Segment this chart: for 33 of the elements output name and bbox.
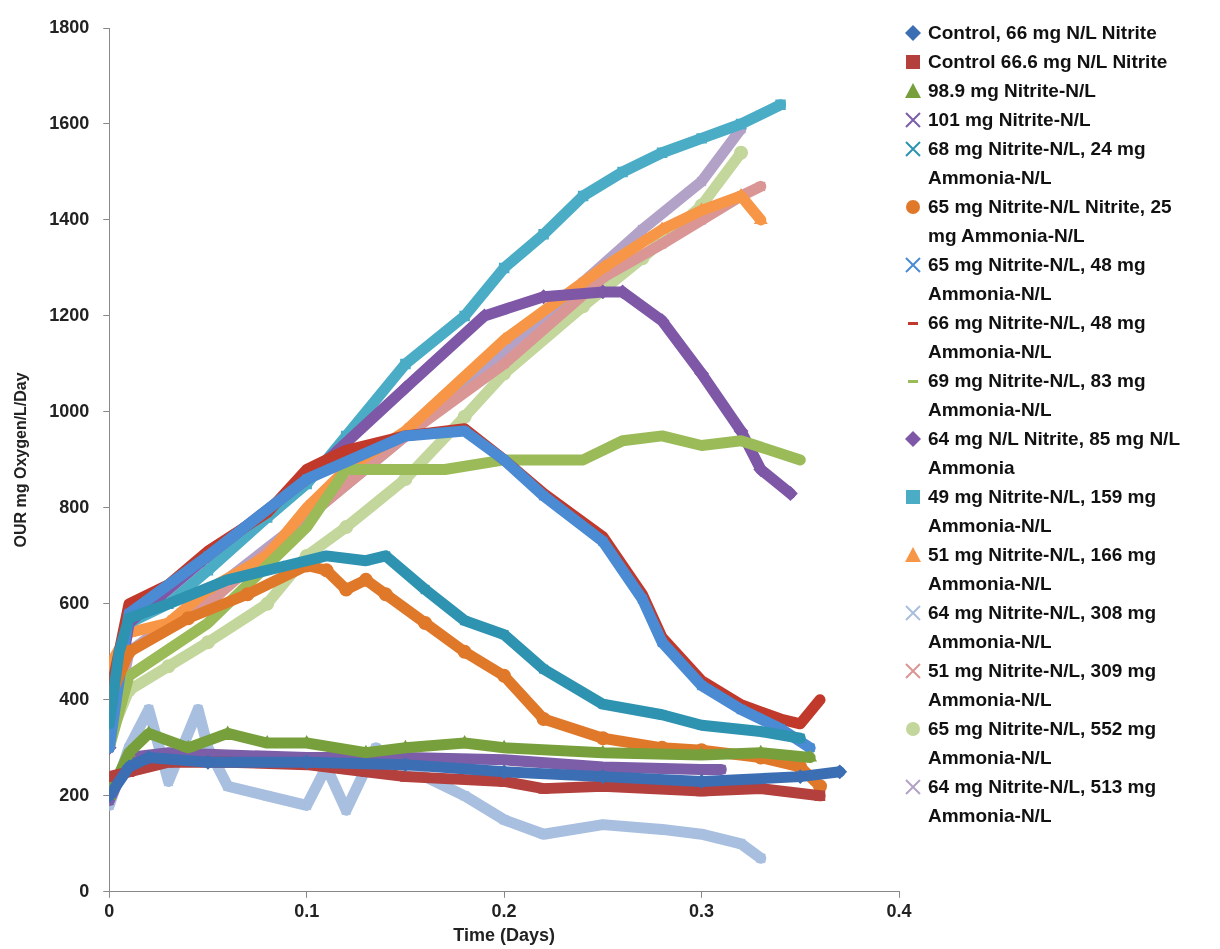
y-tick-label: 1400 — [49, 208, 90, 229]
x-axis-title: Time (Days) — [453, 925, 555, 946]
legend-label: 65 mg Nitrite-N/L Nitrite, 25 mg Ammonia-N/L — [928, 196, 1172, 246]
y-tick-label: 800 — [59, 496, 90, 517]
legend-label: Control, 66 mg N/L Nitrite — [928, 22, 1157, 43]
y-tick-label: 1200 — [49, 304, 90, 325]
legend-label: 65 mg Nitrite-N/L, 552 mg Ammonia-N/L — [928, 718, 1157, 768]
legend-label: 49 mg Nitrite-N/L, 159 mg Ammonia-N/L — [928, 486, 1157, 536]
legend-label: 68 mg Nitrite-N/L, 24 mg Ammonia-N/L — [928, 138, 1146, 188]
legend-label: 64 mg Nitrite-N/L, 513 mg Ammonia-N/L — [928, 776, 1157, 826]
legend-label: 66 mg Nitrite-N/L, 48 mg Ammonia-N/L — [928, 312, 1146, 362]
legend-label: 98.9 mg Nitrite-N/L — [928, 80, 1096, 101]
legend-label: Control 66.6 mg N/L Nitrite — [928, 51, 1168, 72]
legend-label: 65 mg Nitrite-N/L, 48 mg Ammonia-N/L — [928, 254, 1146, 304]
y-tick-label: 1600 — [49, 112, 90, 133]
legend-label: 64 mg N/L Nitrite, 85 mg N/L Ammonia — [928, 428, 1180, 478]
x-tick-label: 0.4 — [886, 900, 912, 921]
y-tick-label: 1000 — [49, 400, 90, 421]
y-tick-label: 400 — [59, 688, 90, 709]
y-tick-label: 0 — [79, 880, 90, 901]
y-tick-label: 600 — [59, 592, 90, 613]
y-tick-label: 200 — [59, 784, 90, 805]
legend-label: 51 mg Nitrite-N/L, 166 mg Ammonia-N/L — [928, 544, 1157, 594]
x-tick-label: 0.2 — [491, 900, 517, 921]
x-tick-label: 0.3 — [689, 900, 715, 921]
x-tick-label: 0.1 — [294, 900, 320, 921]
x-tick-label: 0 — [104, 900, 115, 921]
legend-label: 101 mg Nitrite-N/L — [928, 109, 1091, 130]
legend-label: 69 mg Nitrite-N/L, 83 mg Ammonia-N/L — [928, 370, 1146, 420]
y-axis-title: OUR mg Oxygen/L/Day — [12, 372, 30, 548]
legend-label: 51 mg Nitrite-N/L, 309 mg Ammonia-N/L — [928, 660, 1157, 710]
legend-label: 64 mg Nitrite-N/L, 308 mg Ammonia-N/L — [928, 602, 1157, 652]
y-tick-label: 1800 — [49, 16, 90, 37]
